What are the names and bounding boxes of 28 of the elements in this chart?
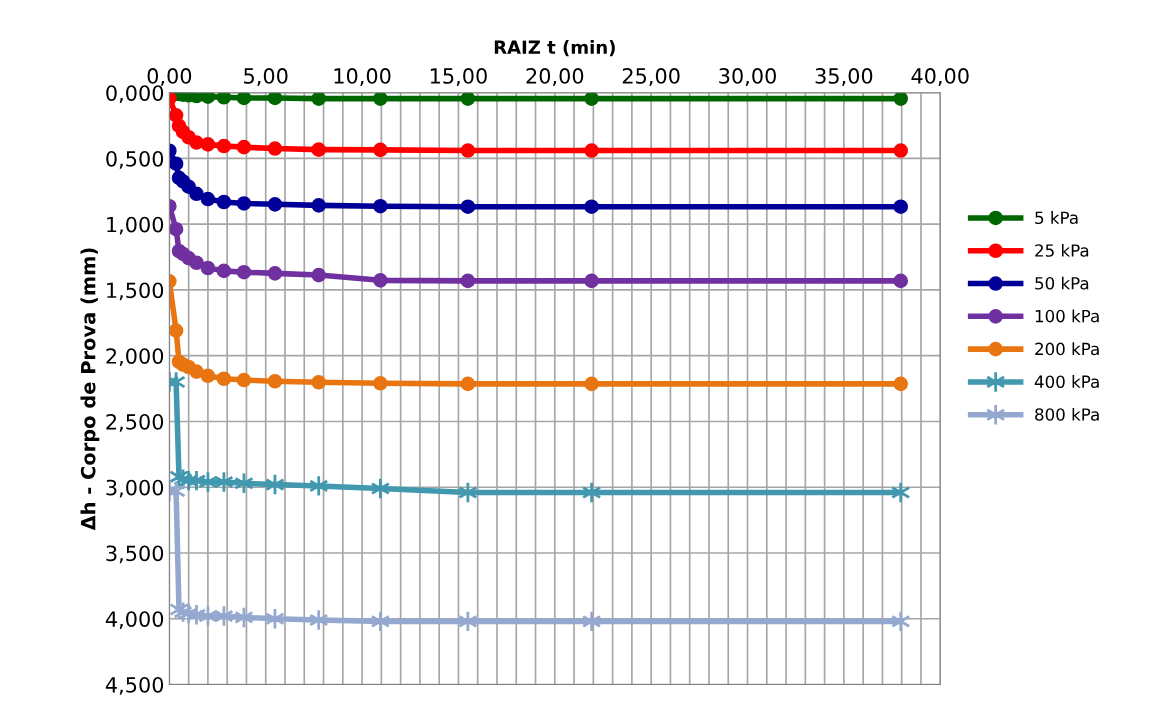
- y-tick-label: 2,000: [106, 348, 164, 367]
- x-tick-label: 0,00: [147, 68, 192, 86]
- y-tick-label: 3,000: [106, 479, 164, 498]
- y-tick-label: 0,000: [106, 85, 164, 104]
- x-tick-label: 25,00: [622, 68, 680, 86]
- x-tick-label: 20,00: [526, 68, 584, 86]
- x-tick-label: 5,00: [244, 68, 288, 86]
- y-tick-label: 4,500: [105, 676, 164, 695]
- y-tick-label: 4,000: [105, 611, 164, 630]
- x-tick-label: 40,00: [911, 68, 969, 86]
- legend-label: 100 kPa: [1035, 309, 1099, 323]
- legend-label: 400 kPa: [1034, 375, 1099, 388]
- legend-label: 200 kPa: [1035, 342, 1099, 356]
- y-tick-label: 0,500: [106, 150, 164, 169]
- legend-label: 800 kPa: [1035, 407, 1099, 421]
- legend-label: 25 kPa: [1035, 243, 1089, 257]
- x-axis-title: RAIZ t (min): [494, 40, 615, 57]
- x-tick-label: 30,00: [719, 68, 776, 86]
- legend-label: 5 kPa: [1035, 211, 1078, 225]
- y-tick-label: 3,500: [106, 545, 164, 564]
- y-tick-label: 2,500: [106, 413, 164, 432]
- x-tick-label: 10,00: [334, 68, 391, 86]
- y-tick-label: 1,000: [107, 216, 164, 235]
- x-tick-label: 35,00: [815, 68, 873, 86]
- x-tick-label: 15,00: [430, 68, 487, 86]
- legend-label: 50 kPa: [1035, 276, 1089, 290]
- y-axis-title: Δh - Corpo de Prova (mm): [80, 248, 100, 531]
- y-tick-label: 1,500: [107, 282, 164, 301]
